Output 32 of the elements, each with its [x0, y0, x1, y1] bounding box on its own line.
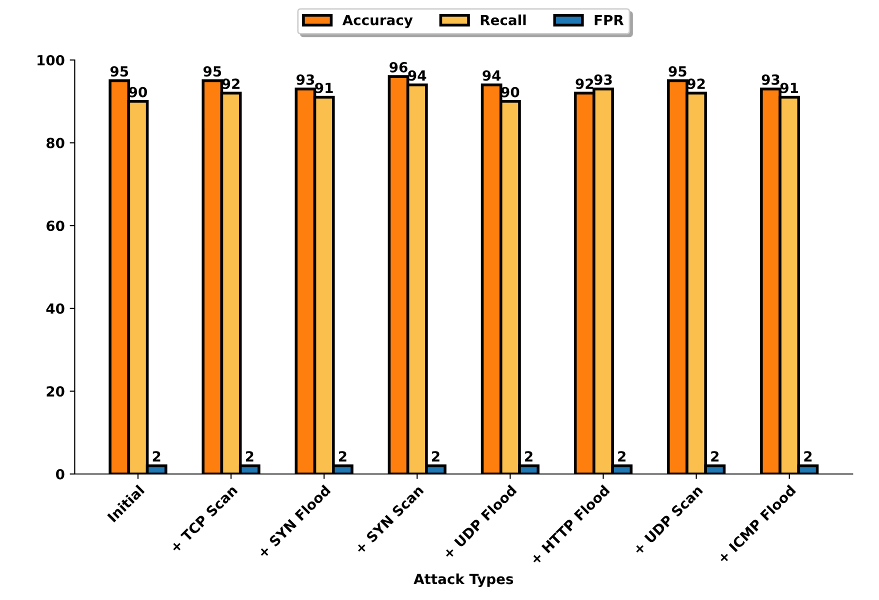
data-label: 91: [315, 82, 333, 94]
legend-label: FPR: [594, 14, 624, 26]
data-label: 90: [129, 86, 147, 98]
data-label: 2: [618, 451, 626, 462]
y-tick-label: 100: [38, 54, 64, 66]
data-label: 91: [780, 82, 798, 94]
data-label: 2: [711, 451, 719, 462]
legend-label: Accuracy: [342, 14, 413, 28]
data-label: 2: [338, 451, 346, 462]
data-label: 95: [668, 66, 686, 77]
data-label: 93: [296, 74, 314, 85]
y-tick-label: 0: [56, 468, 64, 480]
data-label: 92: [222, 78, 240, 90]
data-label: 2: [246, 451, 254, 462]
data-label: 2: [525, 451, 532, 462]
y-tick-label: 40: [46, 303, 64, 314]
y-tick-label: 60: [46, 220, 64, 232]
data-label: 93: [594, 74, 612, 85]
data-label: 95: [110, 66, 128, 77]
data-label: 92: [576, 78, 594, 90]
data-label: 2: [804, 451, 812, 462]
legend-label: Recall: [480, 14, 526, 26]
data-label: 94: [408, 70, 426, 81]
x-axis-title: Attack Types: [414, 573, 514, 588]
y-tick-label: 80: [46, 138, 64, 148]
data-label: 2: [152, 451, 160, 462]
data-label: 95: [203, 66, 222, 77]
data-label: 2: [432, 451, 440, 462]
data-label: 94: [482, 70, 501, 81]
y-tick-label: 20: [46, 386, 64, 397]
data-label: 96: [390, 62, 408, 72]
data-label: 93: [762, 74, 780, 85]
